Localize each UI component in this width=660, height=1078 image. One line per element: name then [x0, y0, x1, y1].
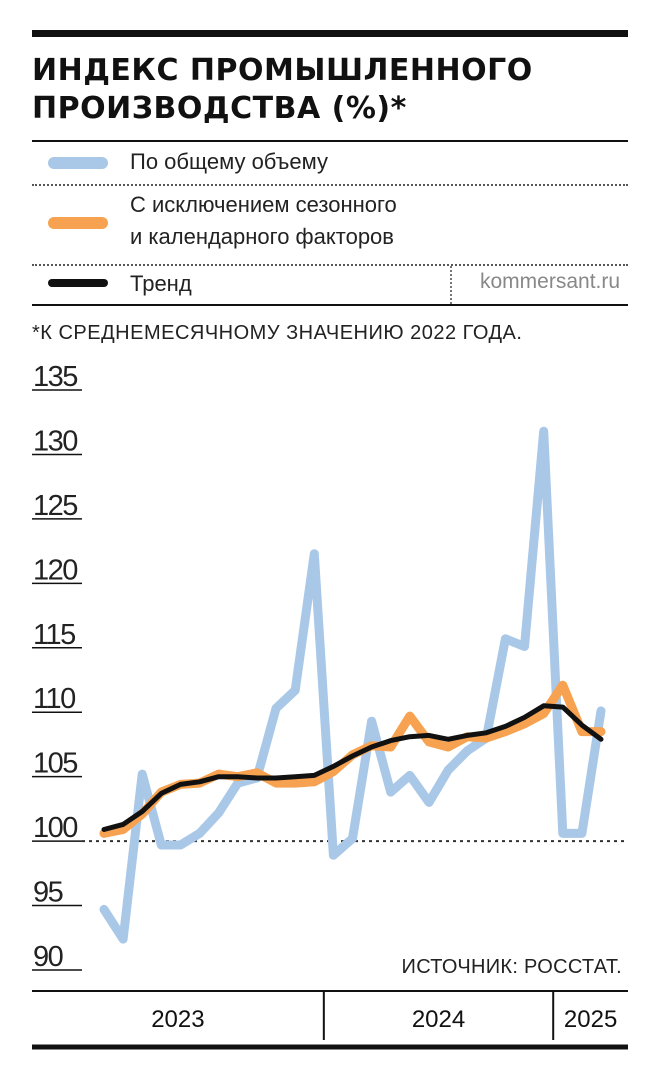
legend-bottom-rule — [32, 304, 628, 306]
legend-label-seasonal-line2: и календарного факторов — [130, 224, 394, 249]
legend-swatch-trend — [48, 279, 108, 287]
legend-swatch-total — [48, 157, 108, 169]
x-group-label-2023: 2023 — [151, 1006, 204, 1033]
credit-separator — [450, 266, 452, 304]
chart-title: ИНДЕКС ПРОМЫШЛЕННОГО ПРОИЗВОДСТВА (%)* — [32, 52, 628, 128]
series-line-total — [99, 426, 606, 944]
credit-link[interactable]: kommersant.ru — [480, 270, 621, 293]
y-tick-label-120: 120 — [33, 554, 77, 586]
y-tick-label-100: 100 — [33, 812, 77, 844]
series-layer — [99, 426, 606, 944]
y-tick-label-115: 115 — [33, 619, 75, 651]
y-axis-ticks: 90 95 100 105 110 115 120 125 130 135 — [32, 361, 82, 973]
legend-swatch-seasonal — [48, 217, 108, 229]
legend-divider-2 — [32, 264, 628, 266]
legend-item-seasonal: С исключением сезонного и календарного ф… — [32, 186, 628, 264]
y-tick-label-105: 105 — [33, 748, 77, 780]
legend-item-trend: Тренд — [32, 266, 628, 304]
legend-divider-1 — [32, 184, 628, 186]
legend-label-seasonal-line1: С исключением сезонного — [130, 192, 397, 217]
y-tick-label-110: 110 — [33, 683, 75, 715]
x-group-label-2024: 2024 — [412, 1006, 465, 1033]
y-tick-label-130: 130 — [33, 425, 77, 457]
title-line-1: ИНДЕКС ПРОМЫШЛЕННОГО — [32, 53, 533, 88]
series-line-trend — [101, 703, 604, 832]
legend-label-trend: Тренд — [130, 271, 192, 296]
y-tick-label-125: 125 — [33, 490, 77, 522]
y-tick-label-135: 135 — [33, 361, 77, 393]
source-note: ИСТОЧНИК: РОССТАТ. — [401, 956, 622, 978]
y-tick-label-95: 95 — [33, 877, 63, 909]
y-tick-label-90: 90 — [33, 941, 63, 973]
legend-item-total: По общему объему — [32, 142, 628, 184]
x-group-label-2025: 2025 — [564, 1006, 617, 1033]
title-line-2: ПРОИЗВОДСТВА (%)* — [32, 91, 407, 126]
footnote: *К СРЕДНЕМЕСЯЧНОМУ ЗНАЧЕНИЮ 2022 ГОДА. — [32, 322, 523, 344]
legend-label-total: По общему объему — [130, 149, 329, 174]
legend-top-rule — [32, 140, 628, 142]
x-axis-year-groups: 2023 2024 2025 — [151, 991, 617, 1040]
top-rule — [32, 30, 628, 37]
